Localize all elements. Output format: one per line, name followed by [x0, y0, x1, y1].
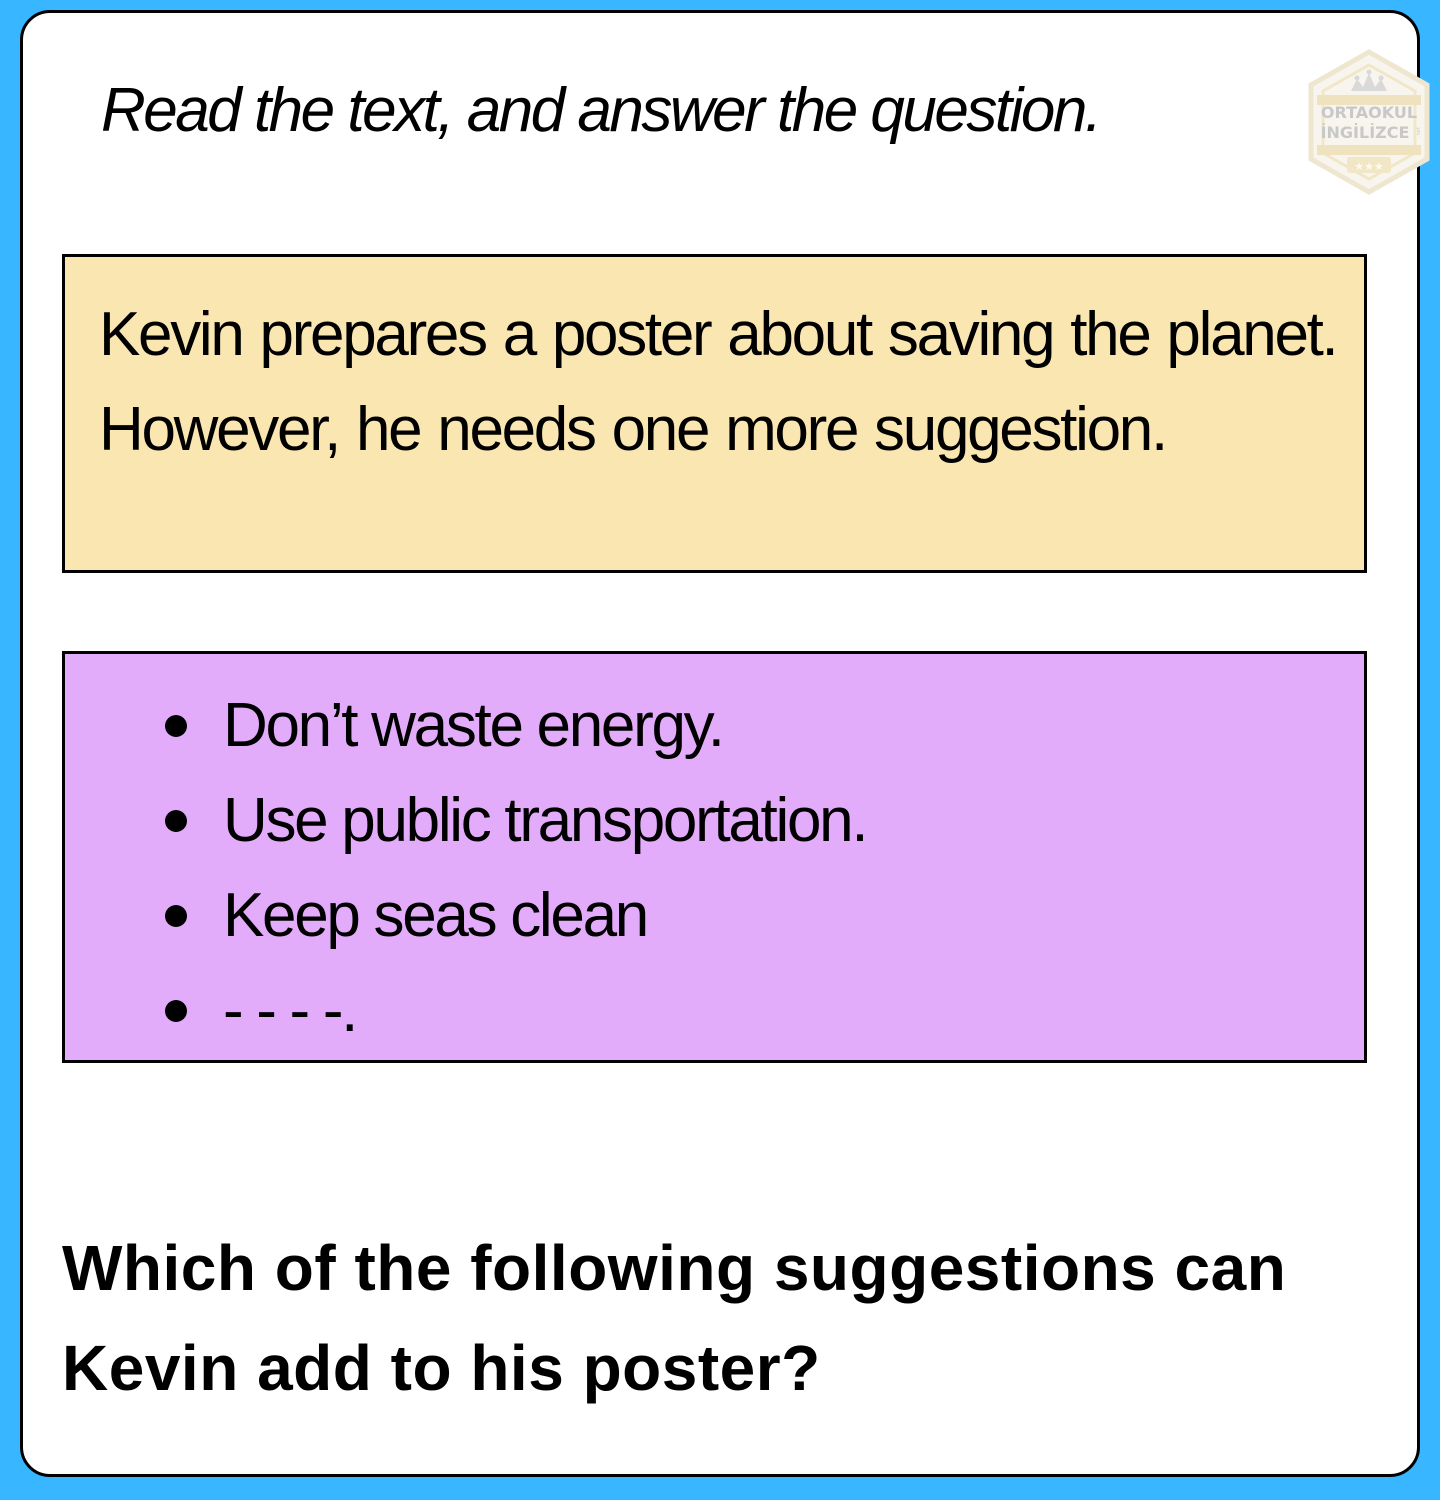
bullet-icon — [165, 810, 187, 832]
bullet-icon — [165, 1000, 187, 1022]
logo-stars: ★★★ — [1354, 160, 1384, 173]
brand-logo: ORTAOKUL İNGİLİZCE .net ★★★ — [1307, 49, 1431, 195]
logo-line-2: İNGİLİZCE — [1321, 123, 1410, 142]
bullet-icon — [165, 715, 187, 737]
suggestion-text: Use public transportation. — [223, 773, 866, 868]
bullet-icon — [165, 905, 187, 927]
suggestion-text: Keep seas clean — [223, 868, 647, 963]
logo-badge: ORTAOKUL İNGİLİZCE .net ★★★ — [1307, 49, 1431, 195]
context-box: Kevin prepares a poster about saving the… — [62, 254, 1367, 573]
suggestions-box: Don’t waste energy. Use public transport… — [62, 651, 1367, 1063]
context-text: Kevin prepares a poster about saving the… — [99, 287, 1349, 477]
question-text: Which of the following suggestions can K… — [62, 1218, 1382, 1418]
suggestion-blank: - - - -. — [223, 963, 356, 1058]
suggestion-text: Don’t waste energy. — [223, 678, 723, 773]
instruction-heading: Read the text, and answer the question. — [101, 75, 1100, 146]
logo-line-1: ORTAOKUL — [1321, 103, 1417, 122]
logo-suffix: .net — [1416, 127, 1422, 137]
